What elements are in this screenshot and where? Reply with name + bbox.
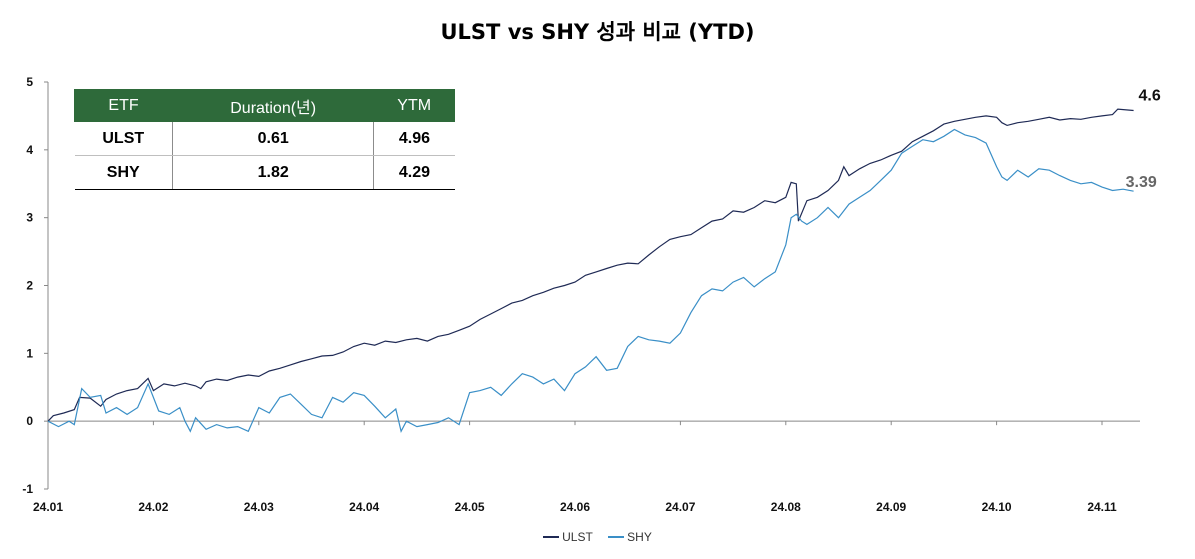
x-tick-label: 24.03 <box>244 500 274 514</box>
axes: -1 0 1 2 3 4 5 24.01 24.02 24.03 24.04 24.05 24.06 24… <box>22 75 1140 514</box>
x-tick-label: 24.10 <box>982 500 1012 514</box>
series-line-shy <box>47 128 1134 433</box>
series-line-ulst <box>47 108 1134 422</box>
etf-comparison-table: ETF Duration(년) YTM ULST 0.61 4.96 SHY 1… <box>74 89 455 190</box>
legend-item-shy: SHY <box>608 530 652 544</box>
y-tick-label: 5 <box>26 75 33 89</box>
y-tick-label: 3 <box>26 211 33 225</box>
end-labels: 4.6 3.39 <box>1126 87 1161 191</box>
table-header-etf: ETF <box>74 89 173 122</box>
table-header-duration: Duration(년) <box>171 89 375 122</box>
end-label-shy: 3.39 <box>1126 174 1157 191</box>
table-header-ytm: YTM <box>373 89 455 122</box>
x-tick-label: 24.06 <box>560 500 590 514</box>
x-tick-label: 24.09 <box>876 500 906 514</box>
legend: ULST SHY <box>0 527 1195 544</box>
table-cell-etf: SHY <box>74 155 173 190</box>
table-header-row: ETF Duration(년) YTM <box>74 89 455 122</box>
table-cell-etf: ULST <box>74 121 173 156</box>
x-tick-label: 24.08 <box>771 500 801 514</box>
x-tick-label: 24.11 <box>1087 500 1117 514</box>
y-tick-label: -1 <box>22 482 33 496</box>
legend-item-ulst: ULST <box>543 530 593 544</box>
series-lines <box>47 108 1134 433</box>
table-cell-ytm: 4.29 <box>373 155 455 190</box>
legend-label: SHY <box>627 530 652 544</box>
x-tick-label: 24.07 <box>665 500 695 514</box>
legend-label: ULST <box>562 530 593 544</box>
legend-swatch <box>608 536 625 538</box>
table-cell-ytm: 4.96 <box>373 121 455 156</box>
table-row: SHY 1.82 4.29 <box>74 155 455 190</box>
x-tick-label: 24.05 <box>455 500 485 514</box>
x-tick-label: 24.01 <box>33 500 63 514</box>
table-cell-duration: 1.82 <box>172 155 375 190</box>
chart-title: ULST vs SHY 성과 비교 (YTD) <box>440 20 755 44</box>
legend-swatch <box>543 536 560 538</box>
table-row: ULST 0.61 4.96 <box>74 121 455 156</box>
y-tick-label: 2 <box>26 279 33 293</box>
end-label-ulst: 4.6 <box>1138 87 1160 104</box>
x-tick-label: 24.04 <box>349 500 379 514</box>
table-cell-duration: 0.61 <box>172 121 375 156</box>
x-tick-label: 24.02 <box>138 500 168 514</box>
y-tick-label: 1 <box>26 346 33 360</box>
y-tick-label: 4 <box>26 143 33 157</box>
y-tick-label: 0 <box>26 414 33 428</box>
